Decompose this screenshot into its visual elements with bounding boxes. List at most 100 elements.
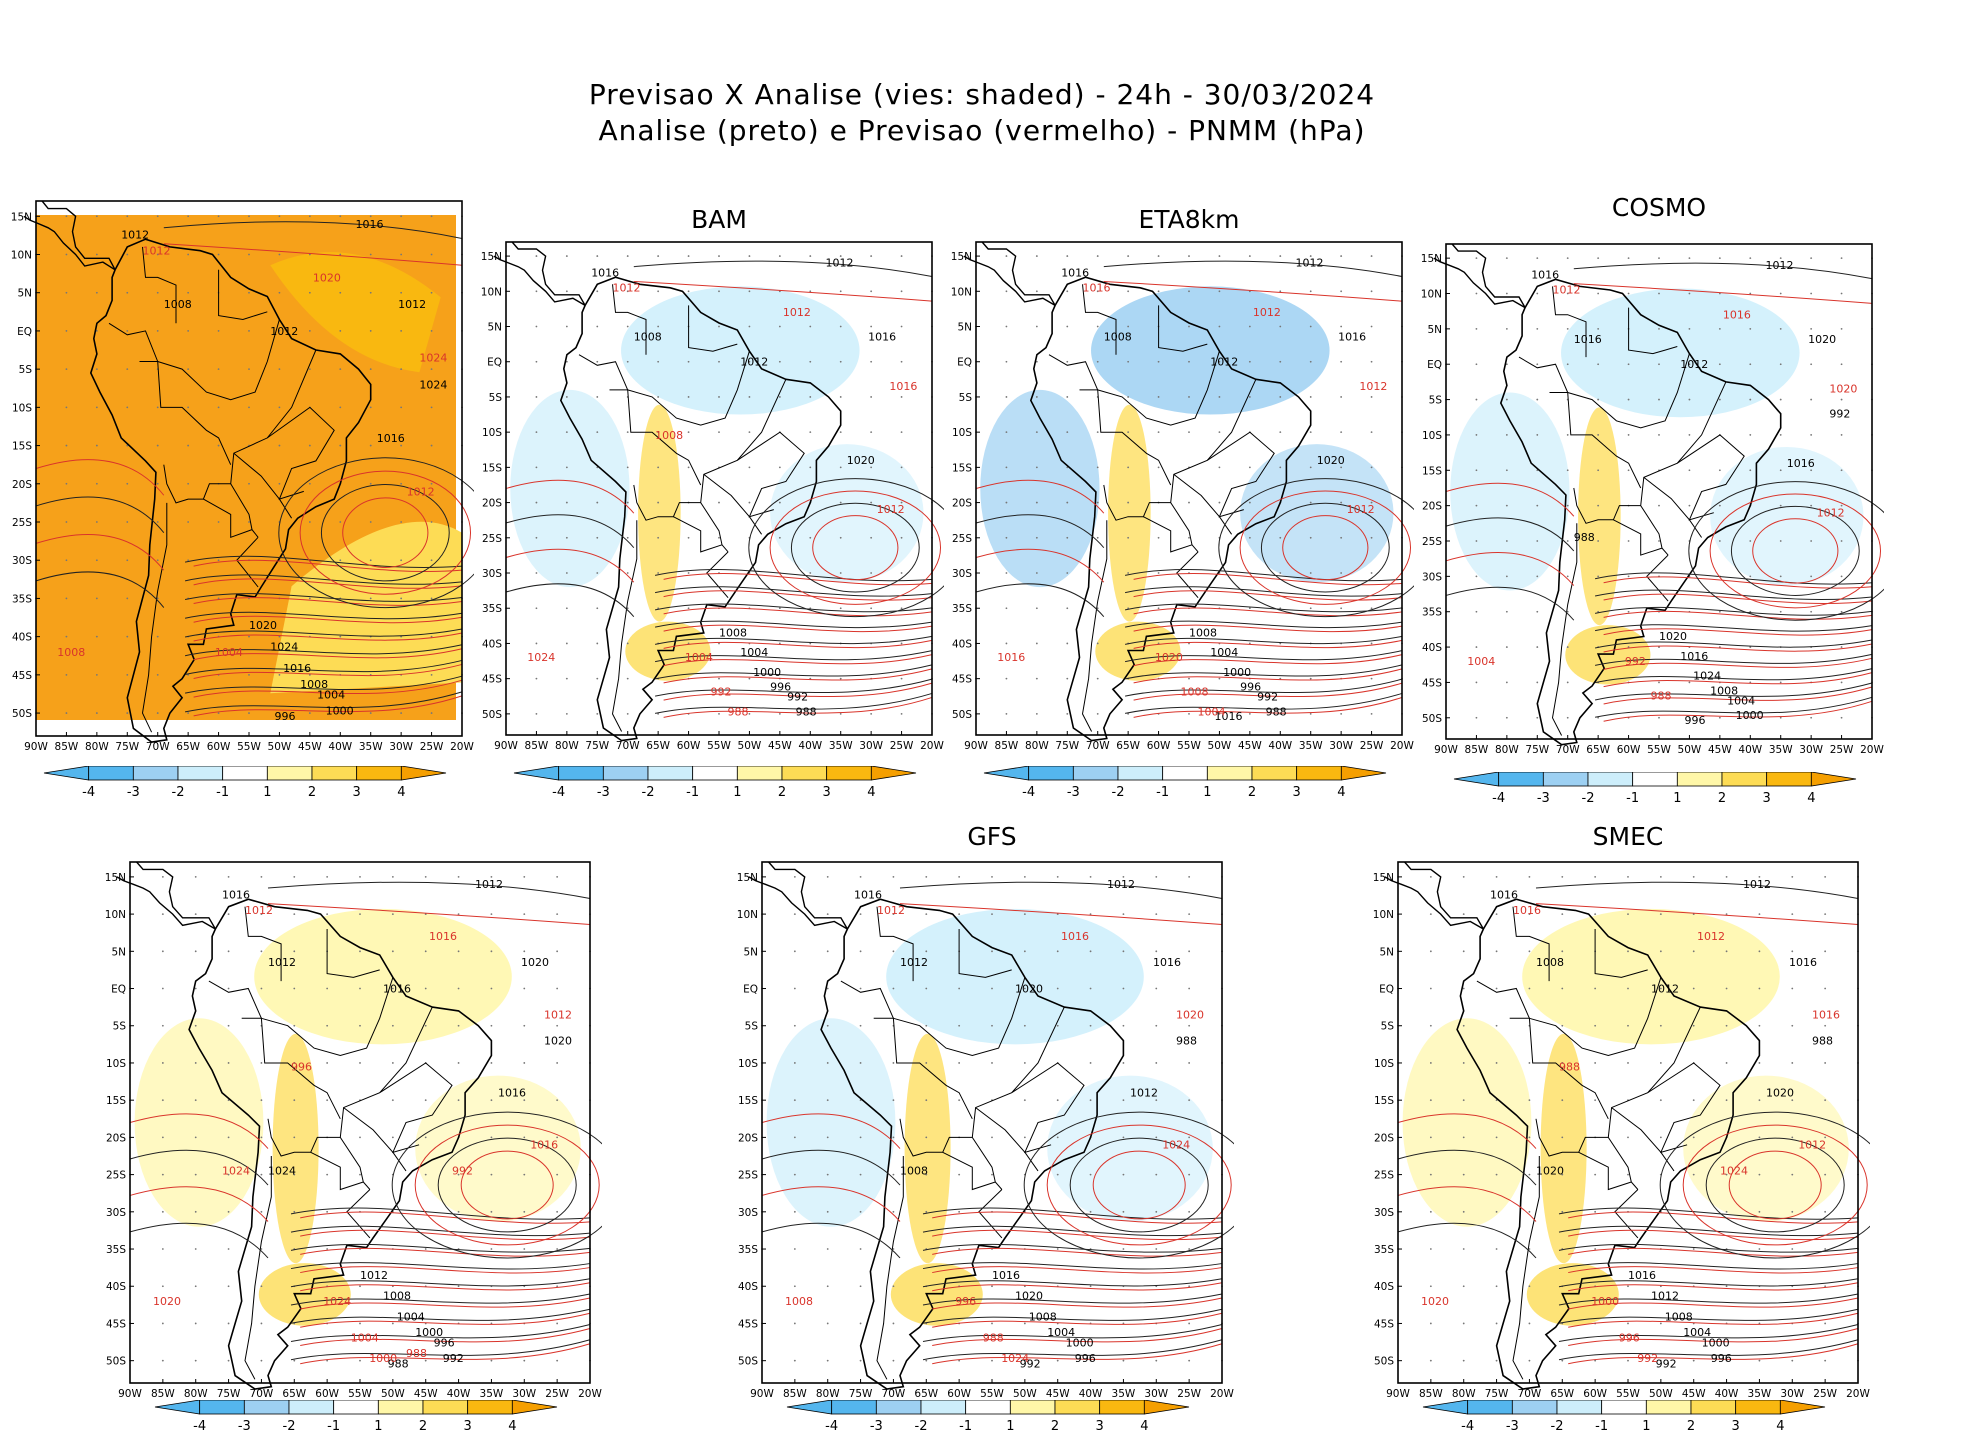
grid-dot (1758, 1210, 1761, 1213)
grid-dot (1594, 1024, 1597, 1027)
lat-tick-label: 15N (1421, 253, 1442, 265)
grid-dot (1096, 536, 1099, 539)
grid-dot (565, 466, 568, 469)
grid-dot (187, 330, 190, 332)
grid-dot (1840, 257, 1843, 260)
isobar-north-forecast (267, 903, 591, 926)
contour-label-forecast: 1020 (313, 271, 341, 284)
grid-dot (535, 607, 538, 610)
grid-dot (793, 1136, 796, 1139)
colorbar-arrow-right (511, 1400, 558, 1415)
grid-dot (1627, 913, 1629, 915)
grid-dot (1475, 681, 1478, 684)
grid-dot (293, 1099, 296, 1102)
lon-tick-label: 20W (450, 741, 474, 753)
colorbar-segment (831, 1400, 877, 1415)
country-border (942, 1151, 996, 1191)
isobar-forecast (932, 1211, 1223, 1224)
grid-dot (424, 950, 427, 953)
lon-tick-label: 25W (1177, 1388, 1201, 1400)
grid-dot (194, 913, 197, 915)
grid-dot (1692, 1173, 1695, 1176)
isobar-pacific (1397, 1222, 1537, 1259)
grid-dot (1528, 1285, 1531, 1288)
grid-dot (657, 325, 660, 328)
isobar-analysis (184, 644, 463, 657)
contour-label-analysis: 1012 (475, 878, 503, 891)
grid-dot (490, 950, 493, 953)
grid-dot (1561, 987, 1564, 990)
grid-dot (161, 1359, 164, 1362)
colorbar-segment (558, 766, 604, 781)
lat-tick-label: 30S (1422, 571, 1442, 583)
colorbar-label: 2 (308, 785, 316, 800)
lon-tick-label: 50W (1208, 740, 1232, 752)
contour-label-forecast: 1016 (530, 1139, 558, 1152)
grid-dot (126, 597, 129, 600)
colorbar-label: -4 (1492, 791, 1505, 806)
grid-dot (900, 255, 903, 257)
grid-dot (1188, 1210, 1191, 1213)
isobar-analysis (1594, 606, 1873, 616)
lon-tick-label: 60W (1147, 740, 1171, 752)
contour-label-analysis: 1004 (397, 1310, 425, 1323)
grid-dot (1005, 466, 1008, 469)
grid-dot (1005, 360, 1008, 363)
contour-label-forecast: 1016 (889, 380, 917, 393)
country-border (157, 319, 280, 401)
lon-tick-label: 55W (980, 1388, 1004, 1400)
grid-dot (65, 673, 68, 676)
isobar-north (1103, 260, 1403, 278)
grid-dot (535, 290, 538, 293)
bias-shading-atlantic (770, 444, 924, 583)
grid-dot (870, 607, 873, 610)
grid-dot (1692, 1099, 1695, 1102)
contour-label-forecast: 1004 (1198, 705, 1226, 718)
grid-dot (1840, 540, 1843, 542)
grid-dot (1659, 1099, 1662, 1102)
grid-dot (65, 521, 68, 523)
contour-label-analysis: 1012 (398, 298, 426, 311)
isobar-analysis (1558, 1243, 1859, 1253)
grid-dot (1096, 290, 1099, 293)
grid-dot (1791, 1099, 1794, 1102)
isobar-analysis (290, 1308, 591, 1324)
grid-dot (1188, 255, 1190, 257)
contour-label-forecast: 1016 (1723, 308, 1751, 321)
grid-dot (187, 291, 190, 294)
colorbar-segment (1028, 766, 1074, 781)
grid-dot (1188, 536, 1190, 539)
grid-dot (900, 501, 903, 504)
map-eta8km: 1016101210081012101610201008100410009969… (951, 241, 1414, 752)
grid-dot (359, 1285, 361, 1288)
isobar-analysis (184, 555, 463, 568)
grid-dot (535, 255, 538, 257)
grid-dot (161, 1173, 164, 1176)
grid-dot (1309, 536, 1312, 539)
grid-dot (1005, 607, 1008, 610)
contour-label-forecast: 1012 (613, 281, 641, 294)
grid-dot (870, 360, 873, 363)
contour-label-forecast: 1000 (369, 1352, 397, 1365)
grid-dot (1155, 1062, 1158, 1064)
grid-dot (1429, 1062, 1432, 1064)
grid-dot (430, 482, 433, 485)
lat-tick-label: EQ (743, 984, 758, 996)
grid-dot (430, 712, 433, 714)
isobar-pacific (1445, 552, 1575, 586)
colorbar-label: 3 (464, 1419, 472, 1434)
grid-dot (1188, 501, 1190, 504)
grid-dot (1309, 360, 1312, 363)
grid-dot (1824, 875, 1827, 878)
grid-dot (1688, 398, 1691, 401)
grid-dot (1429, 950, 1432, 953)
grid-dot (1692, 875, 1695, 878)
isobar-pacific (129, 1186, 269, 1222)
lat-tick-label: 10N (481, 286, 502, 298)
lon-tick-label: 80W (555, 740, 579, 752)
grid-dot (95, 368, 98, 371)
colorbar-arrow-left (513, 766, 560, 781)
colorbar-segment (1690, 1400, 1737, 1415)
grid-dot (339, 330, 342, 332)
grid-dot (1627, 875, 1629, 878)
